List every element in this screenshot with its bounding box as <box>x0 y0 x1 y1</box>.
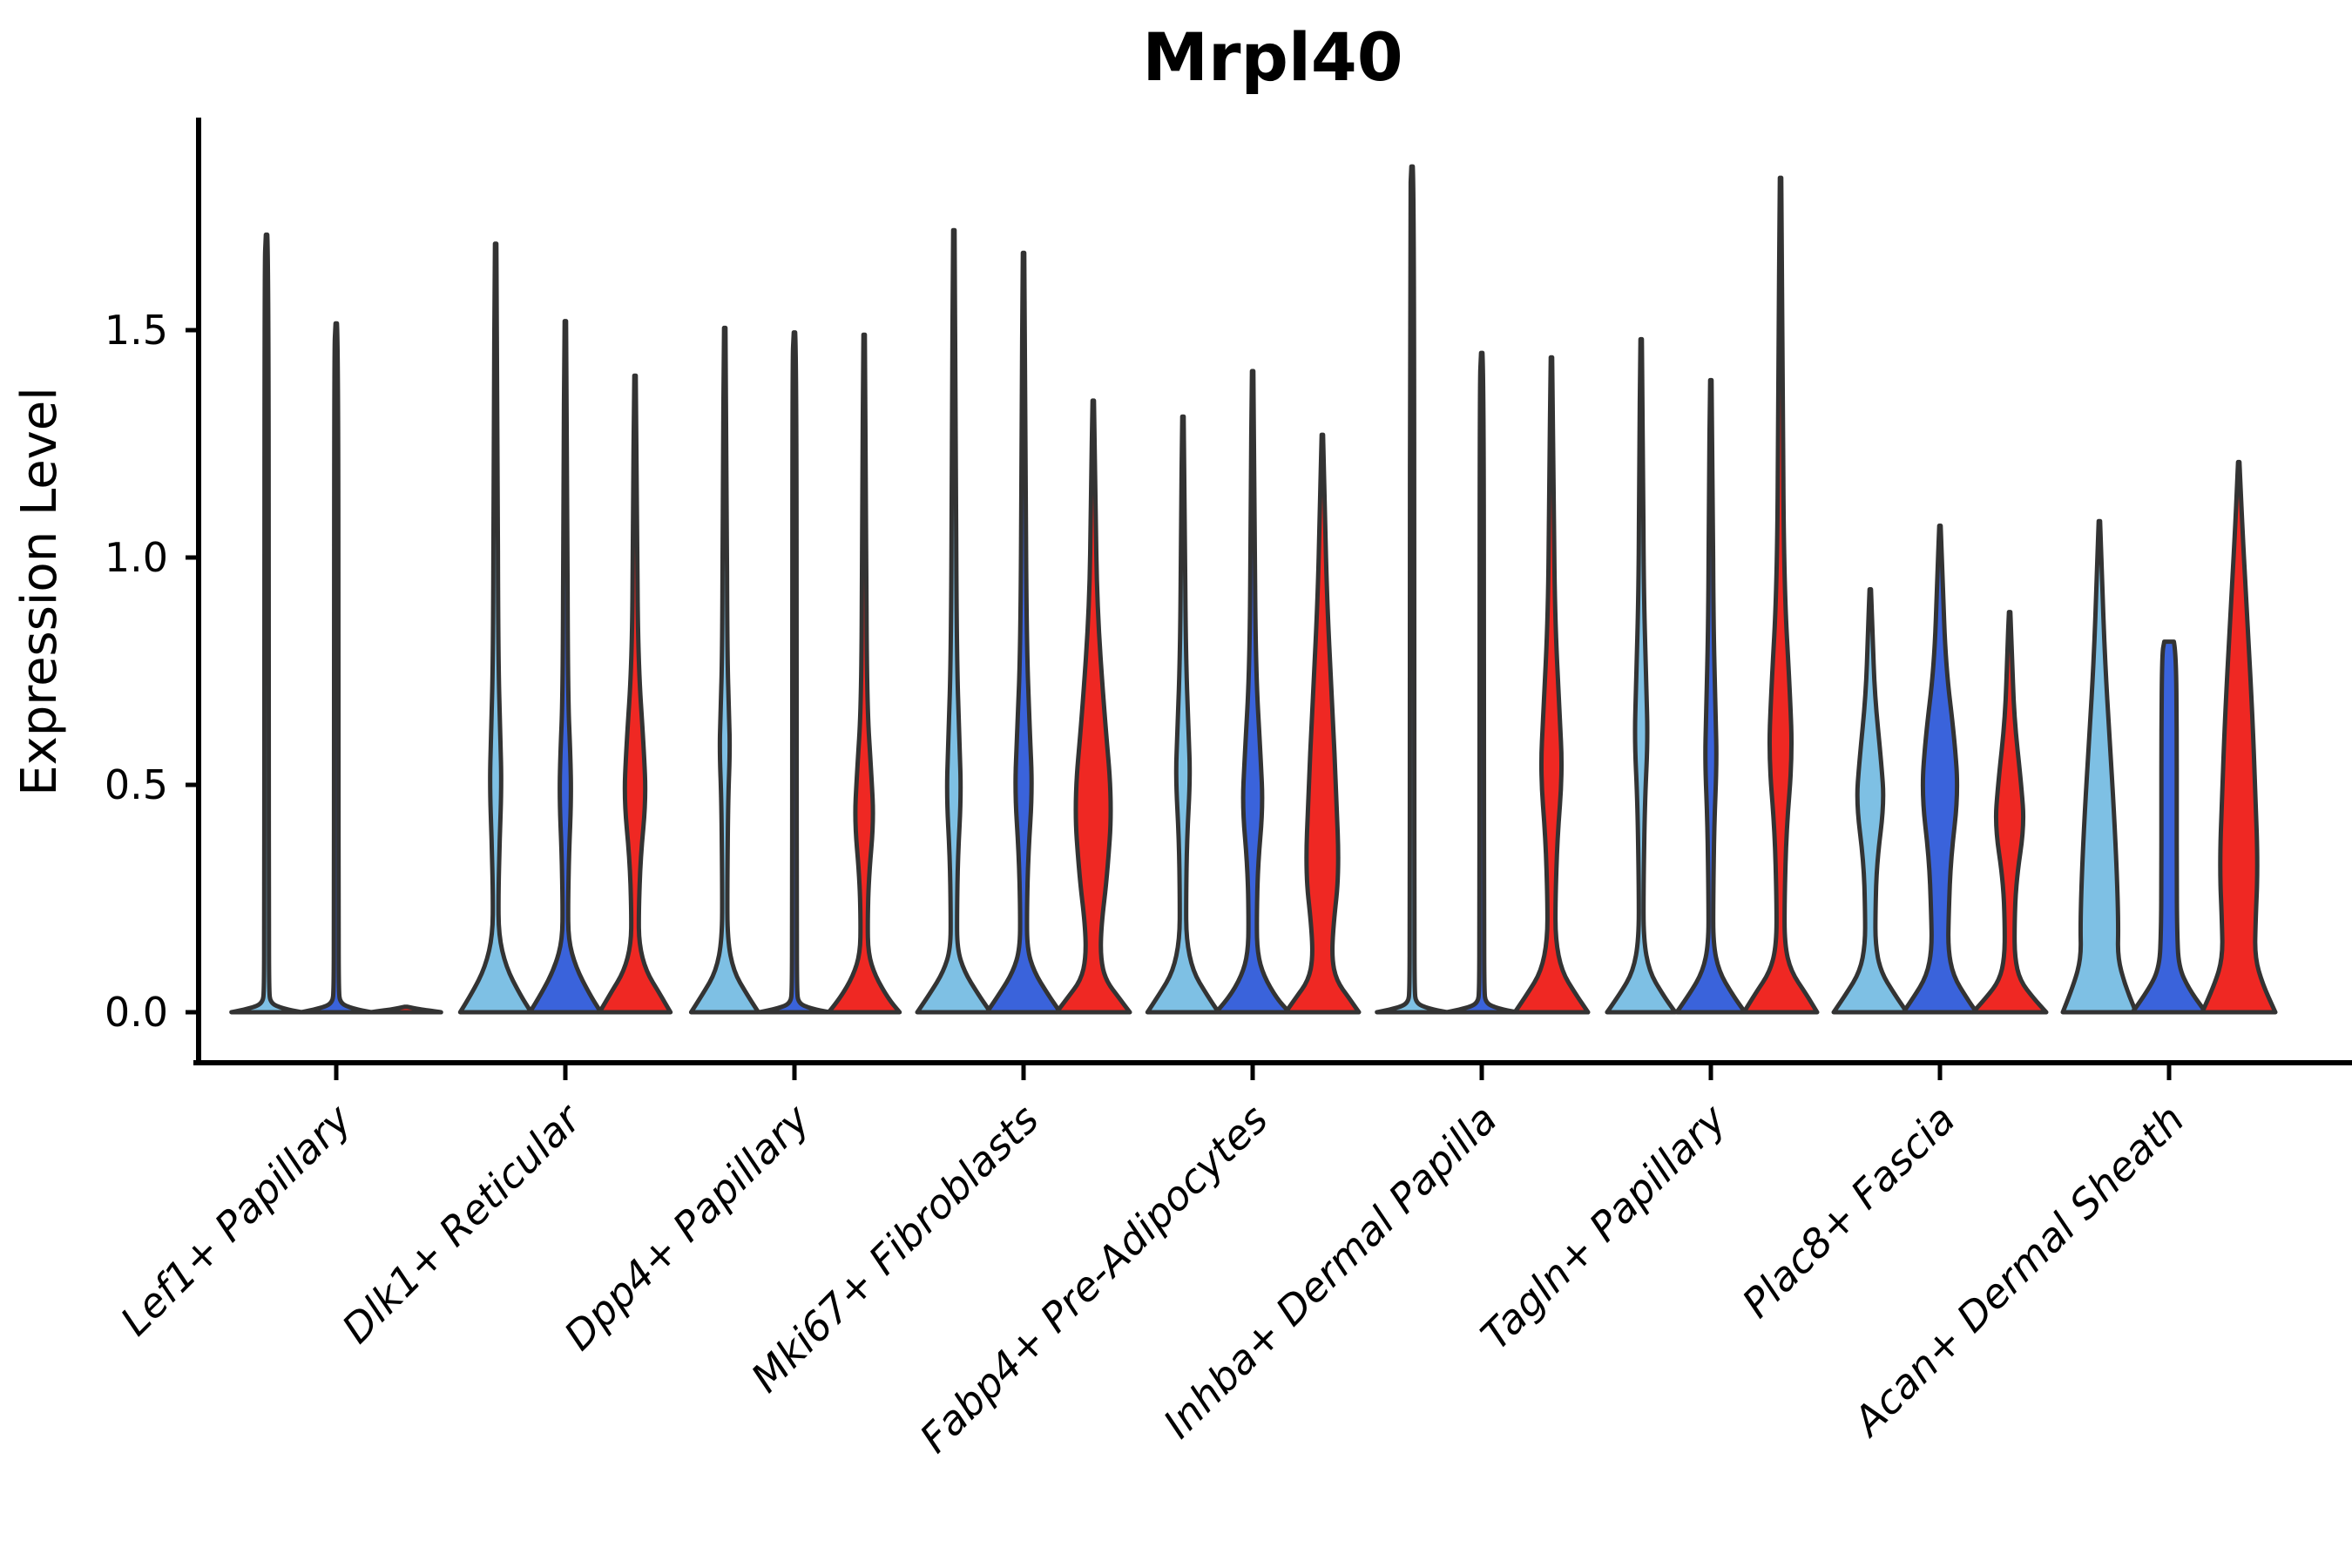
y-tick-label: 0.0 <box>105 989 168 1036</box>
violin-dark-blue <box>299 321 374 1015</box>
violin-dark-blue <box>527 319 604 1015</box>
y-axis-title: Expression Level <box>11 387 68 796</box>
violin-light-blue <box>2060 518 2139 1015</box>
violin-light-blue <box>1145 414 1221 1015</box>
violin-red <box>368 1004 443 1015</box>
chart-title: Mrpl40 <box>1142 18 1402 96</box>
violin-light-blue <box>229 232 304 1015</box>
violin-light-blue <box>1375 164 1450 1015</box>
violin-dark-blue <box>1674 377 1747 1015</box>
violin-light-blue <box>1831 587 1909 1015</box>
violin-red <box>826 332 902 1015</box>
x-category-label: Dpp4+ Papillary <box>555 1095 819 1359</box>
x-category-label: Dlk1+ Reticular <box>333 1093 591 1352</box>
violin-red <box>1741 175 1820 1015</box>
violin-light-blue <box>1605 336 1678 1015</box>
violin-red <box>1054 398 1132 1015</box>
violin-dark-blue <box>1213 368 1292 1015</box>
violin-dark-blue <box>1444 350 1519 1015</box>
y-tick-label: 1.5 <box>105 307 168 354</box>
violin-series <box>229 164 2278 1015</box>
y-axis-ticks: 0.0 0.5 1.0 1.5 <box>105 307 199 1036</box>
violin-light-blue <box>915 227 993 1015</box>
violin-red <box>2200 459 2278 1015</box>
violin-dark-blue <box>757 330 832 1015</box>
violin-dark-blue <box>984 250 1063 1015</box>
x-axis-ticks <box>334 1065 2172 1080</box>
violin-dark-blue <box>1901 524 1979 1015</box>
y-tick-label: 1.0 <box>105 534 168 581</box>
violin-light-blue <box>457 241 534 1015</box>
x-category-label: Plac8+ Fascia <box>1733 1096 1963 1327</box>
x-category-label: Tagln+ Papillary <box>1471 1095 1735 1359</box>
y-tick-label: 0.5 <box>105 761 168 808</box>
x-category-label: Lef1+ Papillary <box>112 1095 361 1344</box>
violin-red <box>1970 610 2049 1015</box>
violin-red <box>1283 432 1362 1015</box>
violin-dark-blue <box>2130 639 2208 1015</box>
violin-light-blue <box>688 325 761 1015</box>
violin-red <box>597 373 673 1015</box>
violin-red <box>1512 355 1591 1015</box>
